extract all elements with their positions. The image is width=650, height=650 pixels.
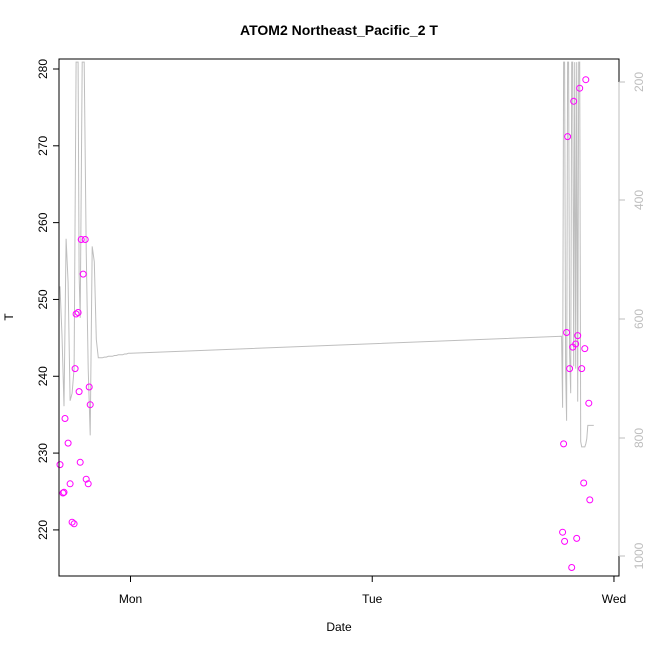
data-point [68, 518, 76, 526]
series-points-layer [56, 76, 594, 571]
data-point [59, 489, 67, 497]
data-point [75, 388, 83, 396]
y-tick-label: 260 [36, 212, 50, 232]
data-point [76, 458, 84, 466]
data-point [82, 475, 90, 483]
data-point [84, 480, 92, 488]
data-point [578, 365, 586, 373]
data-point [572, 340, 580, 348]
y-right-tick-label: 200 [632, 72, 646, 92]
series-line [59, 61, 594, 448]
data-point [79, 270, 87, 278]
y-axis-right: 200 400 600 800 1000 [618, 72, 646, 569]
y-tick-label: 240 [36, 366, 50, 386]
y-right-tick-label: 400 [632, 190, 646, 210]
x-tick-label: Wed [602, 592, 626, 606]
data-point [66, 480, 74, 488]
x-axis-label: Date [326, 620, 352, 634]
y-axis-label: T [2, 313, 16, 321]
data-point [74, 309, 82, 316]
data-point [570, 97, 578, 105]
data-point [77, 236, 85, 243]
data-point [564, 133, 572, 141]
data-point [574, 332, 582, 340]
y-right-tick-label: 600 [632, 309, 646, 329]
y-tick-label: 280 [36, 59, 50, 79]
data-point [81, 236, 89, 243]
data-point [581, 345, 589, 353]
data-point [71, 365, 79, 373]
data-point [72, 310, 80, 318]
data-point [566, 365, 574, 373]
data-point [576, 84, 584, 92]
data-point [56, 461, 64, 469]
data-point [585, 399, 593, 407]
y-tick-label: 250 [36, 289, 50, 309]
chart-title: ATOM2 Northeast_Pacific_2 T [240, 22, 438, 38]
data-point [563, 329, 571, 336]
series-line-layer [59, 61, 594, 448]
y-tick-label: 270 [36, 135, 50, 155]
x-tick-label: Tue [362, 592, 383, 606]
y-tick-label: 230 [36, 443, 50, 463]
plot-area [56, 58, 620, 577]
data-point [568, 564, 576, 571]
data-point [64, 439, 72, 447]
data-point [60, 488, 68, 496]
plot-frame [58, 58, 620, 577]
data-point [586, 496, 594, 504]
data-point [61, 415, 69, 422]
data-point [559, 528, 567, 536]
data-point [561, 537, 569, 545]
y-right-tick-label: 1000 [632, 542, 646, 569]
data-point [560, 440, 568, 448]
y-right-tick-label: 800 [632, 428, 646, 448]
data-point [86, 401, 94, 409]
y-axis-left: 220 230 240 250 260 270 280 [36, 59, 60, 540]
data-point [582, 76, 590, 84]
data-point [573, 534, 581, 542]
x-tick-label: Mon [119, 592, 142, 606]
data-point [85, 383, 93, 391]
x-axis: Mon Tue Wed [119, 575, 626, 606]
data-point [580, 479, 588, 487]
data-point [70, 520, 78, 528]
y-tick-label: 220 [36, 520, 50, 540]
